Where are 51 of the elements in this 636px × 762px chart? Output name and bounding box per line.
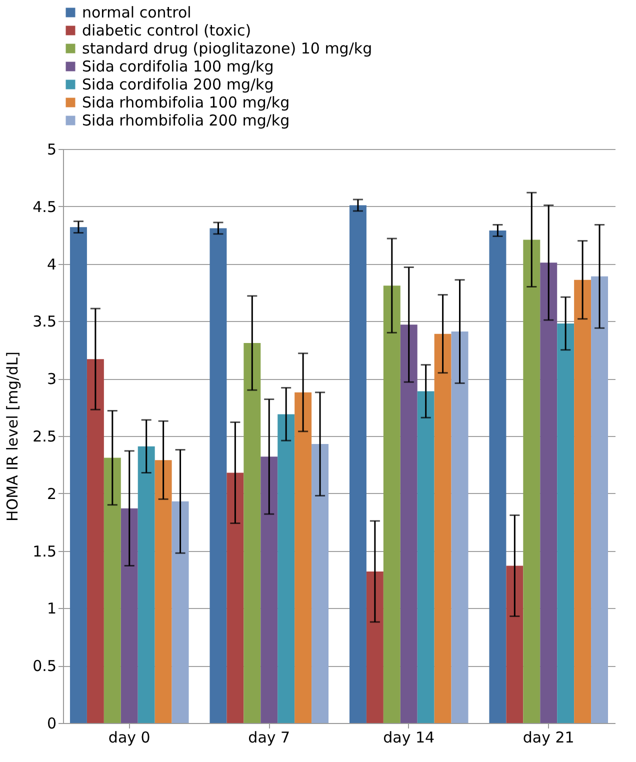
x-tick-label: day 14: [383, 728, 435, 746]
legend-label: Sida cordifolia 200 mg/kg: [82, 76, 274, 94]
bar: [154, 460, 172, 723]
y-tick-label: 0.5: [32, 657, 56, 676]
x-tick-label: day 7: [248, 728, 290, 746]
bar: [591, 276, 608, 723]
bar: [451, 332, 468, 723]
y-tick-label: 1: [46, 600, 56, 618]
bar: [400, 324, 418, 723]
y-tick-label: 0: [46, 714, 56, 732]
bar: [417, 391, 434, 723]
y-tick-label: 5: [46, 140, 56, 158]
legend-label: diabetic control (toxic): [82, 22, 252, 40]
bar: [120, 508, 138, 723]
bar: [226, 472, 244, 723]
bar: [104, 458, 121, 723]
bar: [523, 240, 540, 723]
bar: [260, 456, 278, 723]
bar: [383, 286, 400, 723]
y-tick-label: 3: [46, 370, 56, 388]
x-tick-label: day 21: [522, 728, 574, 746]
bar: [434, 334, 452, 723]
bar: [574, 280, 592, 723]
y-tick-label: 2: [46, 484, 56, 503]
bar: [366, 571, 384, 723]
bar: [278, 414, 295, 723]
bar: [86, 359, 104, 723]
bar: [349, 205, 366, 723]
legend-label: standard drug (pioglitazone) 10 mg/kg: [82, 40, 372, 58]
legend-label: Sida rhombifolia 200 mg/kg: [82, 112, 290, 130]
y-tick-label: 1.5: [32, 542, 56, 560]
bar: [172, 501, 189, 723]
bar: [210, 228, 227, 723]
bar: [70, 227, 87, 723]
legend-label: Sida rhombifolia 100 mg/kg: [82, 94, 290, 112]
bar: [557, 323, 574, 723]
legend-label: Sida cordifolia 100 mg/kg: [82, 58, 274, 76]
y-tick-label: 4.5: [32, 198, 56, 216]
x-tick-label: day 0: [108, 728, 150, 746]
bar: [138, 446, 155, 723]
bar: [294, 392, 312, 723]
y-tick-label: 2.5: [32, 428, 56, 446]
legend-label: normal control: [82, 4, 192, 22]
y-tick-label: 3.5: [32, 312, 56, 331]
bar: [506, 566, 524, 723]
bar: [489, 230, 506, 723]
y-tick-label: 4: [46, 255, 56, 274]
y-axis-title: HOMA IR level [mg/dL]: [4, 352, 22, 522]
bar: [244, 343, 261, 723]
bar: [312, 444, 329, 723]
bar: [540, 262, 558, 723]
